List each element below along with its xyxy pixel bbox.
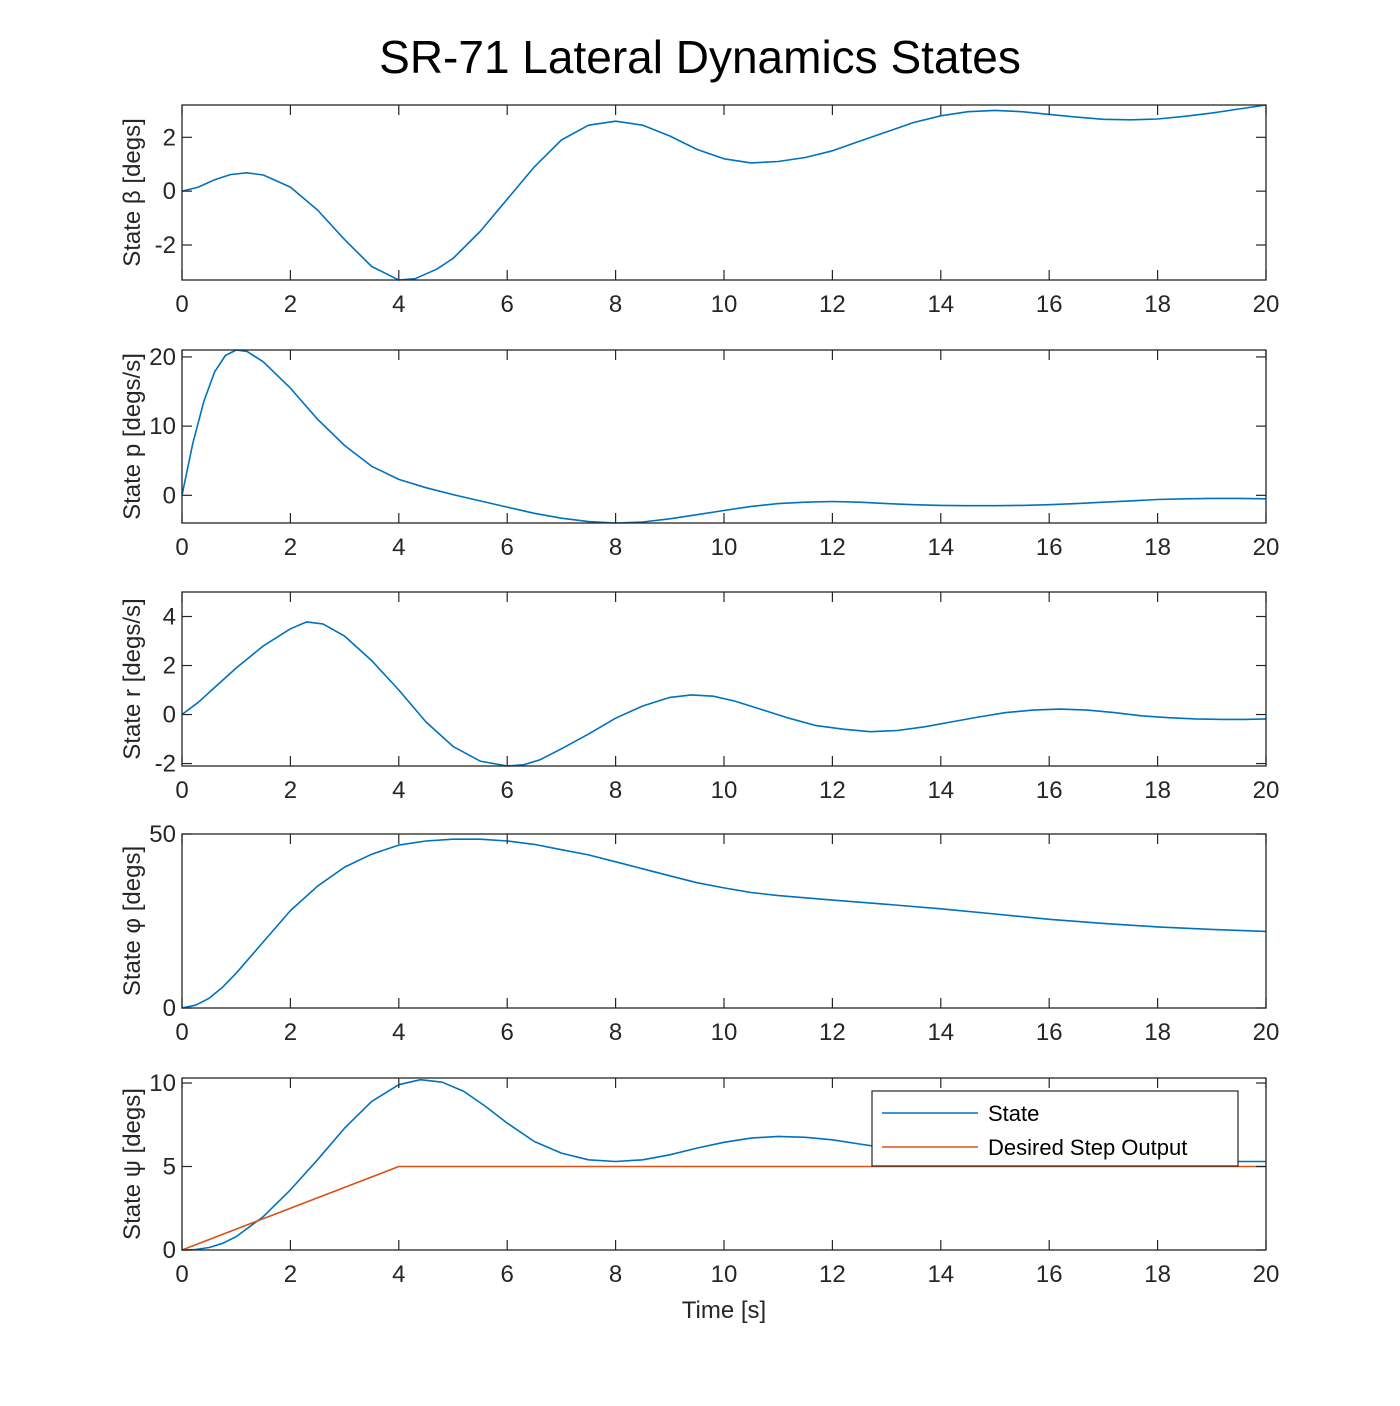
x-tick-label: 6 xyxy=(501,1261,514,1288)
y-tick-label: 5 xyxy=(163,1154,176,1181)
y-tick-label: 10 xyxy=(149,413,176,440)
x-tick-label: 18 xyxy=(1144,1019,1171,1046)
x-tick-label: 8 xyxy=(609,1261,622,1288)
y-tick-label: 4 xyxy=(163,604,176,631)
x-tick-label: 18 xyxy=(1144,534,1171,561)
y-tick-label: 0 xyxy=(163,482,176,509)
x-tick-label: 20 xyxy=(1253,777,1280,804)
x-tick-label: 16 xyxy=(1036,1019,1063,1046)
y-tick-label: 2 xyxy=(163,124,176,151)
x-tick-label: 0 xyxy=(175,534,188,561)
legend-label-1: State xyxy=(988,1101,1039,1126)
y-tick-label: -2 xyxy=(155,232,176,259)
x-tick-label: 18 xyxy=(1144,291,1171,318)
x-tick-label: 10 xyxy=(711,777,738,804)
x-tick-label: 10 xyxy=(711,1261,738,1288)
x-tick-label: 8 xyxy=(609,777,622,804)
x-tick-label: 0 xyxy=(175,291,188,318)
x-tick-label: 2 xyxy=(284,1019,297,1046)
x-tick-label: 2 xyxy=(284,291,297,318)
y-tick-label: 2 xyxy=(163,653,176,680)
series-line-state-4 xyxy=(182,838,1266,1009)
x-tick-label: 4 xyxy=(392,777,405,804)
series-line-state-1 xyxy=(182,104,1266,281)
x-tick-label: 10 xyxy=(711,534,738,561)
legend-label-2: Desired Step Output xyxy=(988,1135,1187,1160)
x-tick-label: 20 xyxy=(1253,291,1280,318)
x-tick-label: 10 xyxy=(711,291,738,318)
y-tick-label: 0 xyxy=(163,1237,176,1264)
y-axis-label-4: State φ [degs] xyxy=(119,846,146,996)
x-tick-label: 6 xyxy=(501,777,514,804)
x-tick-label: 16 xyxy=(1036,534,1063,561)
figure-title: SR-71 Lateral Dynamics States xyxy=(379,31,1021,83)
x-tick-label: 2 xyxy=(284,777,297,804)
x-tick-label: 18 xyxy=(1144,777,1171,804)
x-tick-label: 4 xyxy=(392,1261,405,1288)
x-tick-label: 12 xyxy=(819,291,846,318)
x-tick-label: 6 xyxy=(501,1019,514,1046)
x-tick-label: 16 xyxy=(1036,777,1063,804)
x-tick-label: 0 xyxy=(175,1261,188,1288)
y-tick-label: 20 xyxy=(149,344,176,371)
x-tick-label: 14 xyxy=(927,1019,954,1046)
x-tick-label: 14 xyxy=(927,291,954,318)
y-tick-label: 50 xyxy=(149,821,176,848)
x-tick-label: 4 xyxy=(392,534,405,561)
y-tick-label: 0 xyxy=(163,702,176,729)
x-tick-label: 20 xyxy=(1253,1261,1280,1288)
axes-box-3 xyxy=(181,591,1267,767)
axes-box-2 xyxy=(181,349,1267,524)
x-tick-label: 16 xyxy=(1036,291,1063,318)
legend-box xyxy=(871,1090,1239,1167)
x-tick-label: 18 xyxy=(1144,1261,1171,1288)
y-axis-label-5: State ψ [degs] xyxy=(119,1088,146,1240)
x-tick-label: 16 xyxy=(1036,1261,1063,1288)
series-line-state-2 xyxy=(182,349,1266,524)
x-tick-label: 8 xyxy=(609,534,622,561)
y-axis-label-1: State β [degs] xyxy=(119,118,146,267)
x-tick-label: 2 xyxy=(284,1261,297,1288)
subplot-1: 0 2 4 6 8 10 12 14 16 18 20 -2 0 2 State β [degs] xyxy=(119,104,1280,318)
series-line-state-3 xyxy=(182,621,1266,767)
y-tick-label: 0 xyxy=(163,995,176,1022)
x-tick-label: 14 xyxy=(927,534,954,561)
x-tick-label: 8 xyxy=(609,291,622,318)
x-tick-label: 20 xyxy=(1253,534,1280,561)
axes-box-1 xyxy=(181,104,1267,281)
x-tick-label: 2 xyxy=(284,534,297,561)
x-tick-label: 4 xyxy=(392,291,405,318)
y-axis-label-2: State p [degs/s] xyxy=(119,353,146,520)
x-tick-label: 12 xyxy=(819,1261,846,1288)
x-tick-label: 10 xyxy=(711,1019,738,1046)
y-tick-label: -2 xyxy=(155,751,176,778)
series-line-desired-5 xyxy=(182,1165,1266,1251)
axes-box-4 xyxy=(181,833,1267,1009)
legend: State Desired Step Output xyxy=(871,1090,1239,1167)
x-tick-label: 6 xyxy=(501,291,514,318)
y-tick-label: 0 xyxy=(163,178,176,205)
x-tick-label: 0 xyxy=(175,1019,188,1046)
x-tick-label: 0 xyxy=(175,777,188,804)
x-tick-label: 12 xyxy=(819,534,846,561)
x-tick-label: 20 xyxy=(1253,1019,1280,1046)
x-tick-label: 12 xyxy=(819,1019,846,1046)
x-tick-label: 4 xyxy=(392,1019,405,1046)
x-tick-label: 14 xyxy=(927,1261,954,1288)
y-axis-label-3: State r [degs/s] xyxy=(119,598,146,759)
x-tick-label: 12 xyxy=(819,777,846,804)
x-tick-label: 8 xyxy=(609,1019,622,1046)
y-tick-label: 10 xyxy=(149,1070,176,1097)
x-tick-label: 6 xyxy=(501,534,514,561)
x-tick-label: 14 xyxy=(927,777,954,804)
x-axis-label: Time [s] xyxy=(682,1297,766,1324)
